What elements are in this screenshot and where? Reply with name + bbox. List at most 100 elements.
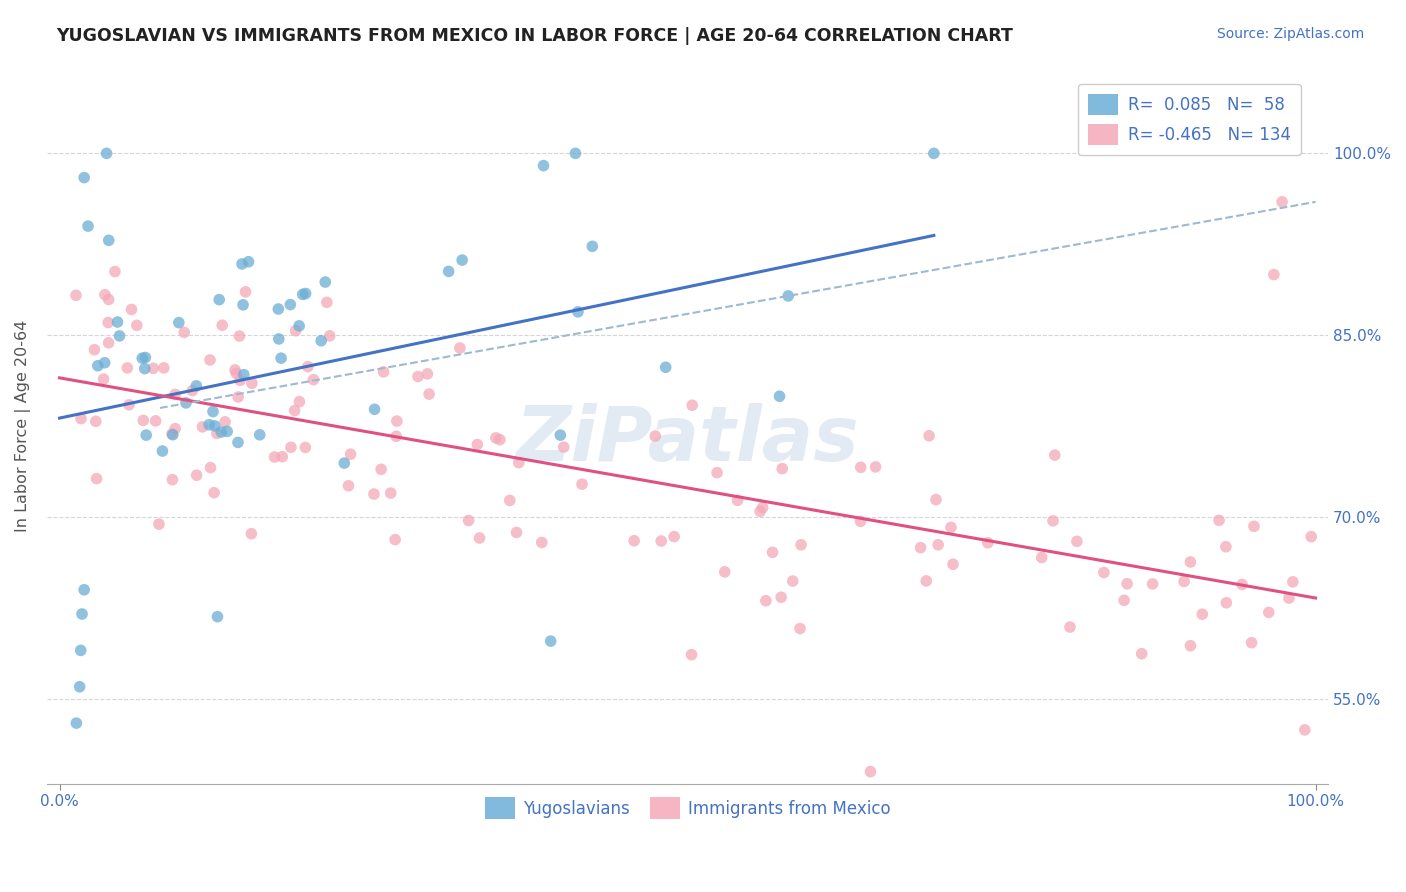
Point	[208, 293, 231, 307]
Point	[540, 634, 562, 648]
Point	[134, 351, 156, 365]
Point	[654, 360, 676, 375]
Point	[385, 429, 408, 443]
Point	[229, 373, 252, 387]
Point	[211, 318, 233, 333]
Point	[1059, 620, 1081, 634]
Point	[174, 396, 197, 410]
Point	[553, 440, 575, 454]
Point	[198, 417, 221, 432]
Point	[644, 429, 666, 443]
Point	[152, 360, 174, 375]
Point	[309, 334, 332, 348]
Point	[288, 318, 311, 333]
Point	[370, 462, 392, 476]
Point	[650, 534, 672, 549]
Point	[217, 425, 239, 439]
Point	[83, 343, 105, 357]
Point	[782, 574, 804, 588]
Point	[499, 493, 522, 508]
Point	[623, 533, 645, 548]
Point	[162, 473, 184, 487]
Point	[508, 456, 530, 470]
Point	[97, 293, 120, 307]
Point	[160, 426, 183, 441]
Point	[228, 329, 250, 343]
Point	[173, 326, 195, 340]
Point	[1180, 555, 1202, 569]
Point	[770, 461, 793, 475]
Point	[778, 289, 800, 303]
Point	[790, 538, 813, 552]
Point	[849, 460, 872, 475]
Legend: Yugoslavians, Immigrants from Mexico: Yugoslavians, Immigrants from Mexico	[478, 790, 897, 825]
Point	[1257, 606, 1279, 620]
Point	[939, 520, 962, 534]
Point	[1114, 593, 1136, 607]
Point	[1066, 534, 1088, 549]
Point	[918, 428, 941, 442]
Point	[238, 254, 260, 268]
Point	[288, 394, 311, 409]
Point	[165, 387, 187, 401]
Point	[198, 353, 221, 368]
Point	[662, 530, 685, 544]
Point	[186, 379, 208, 393]
Point	[69, 680, 91, 694]
Point	[927, 538, 949, 552]
Point	[240, 526, 263, 541]
Point	[581, 239, 603, 253]
Point	[406, 369, 429, 384]
Point	[1215, 596, 1237, 610]
Point	[530, 535, 553, 549]
Point	[468, 531, 491, 545]
Point	[294, 286, 316, 301]
Point	[125, 318, 148, 333]
Point	[204, 418, 226, 433]
Point	[142, 361, 165, 376]
Point	[373, 365, 395, 379]
Point	[108, 329, 131, 343]
Point	[1042, 514, 1064, 528]
Point	[267, 332, 290, 346]
Point	[571, 477, 593, 491]
Point	[1208, 513, 1230, 527]
Point	[202, 485, 225, 500]
Point	[1191, 607, 1213, 622]
Point	[232, 368, 254, 382]
Point	[280, 440, 302, 454]
Point	[567, 305, 589, 319]
Point	[1301, 530, 1323, 544]
Point	[457, 514, 479, 528]
Point	[226, 390, 249, 404]
Point	[235, 285, 257, 299]
Point	[267, 301, 290, 316]
Point	[69, 643, 91, 657]
Point	[333, 456, 356, 470]
Point	[73, 170, 96, 185]
Point	[467, 437, 489, 451]
Point	[1031, 550, 1053, 565]
Point	[191, 420, 214, 434]
Point	[205, 426, 228, 441]
Point	[485, 431, 508, 445]
Point	[564, 146, 586, 161]
Point	[135, 428, 157, 442]
Point	[93, 356, 115, 370]
Point	[162, 427, 184, 442]
Point	[337, 479, 360, 493]
Point	[533, 159, 555, 173]
Text: Source: ZipAtlas.com: Source: ZipAtlas.com	[1216, 27, 1364, 41]
Point	[1294, 723, 1316, 737]
Point	[294, 441, 316, 455]
Point	[152, 444, 174, 458]
Point	[271, 450, 294, 464]
Point	[207, 609, 229, 624]
Point	[1043, 448, 1066, 462]
Point	[1130, 647, 1153, 661]
Point	[96, 146, 118, 161]
Point	[314, 275, 336, 289]
Point	[1116, 576, 1139, 591]
Point	[134, 361, 156, 376]
Point	[87, 359, 110, 373]
